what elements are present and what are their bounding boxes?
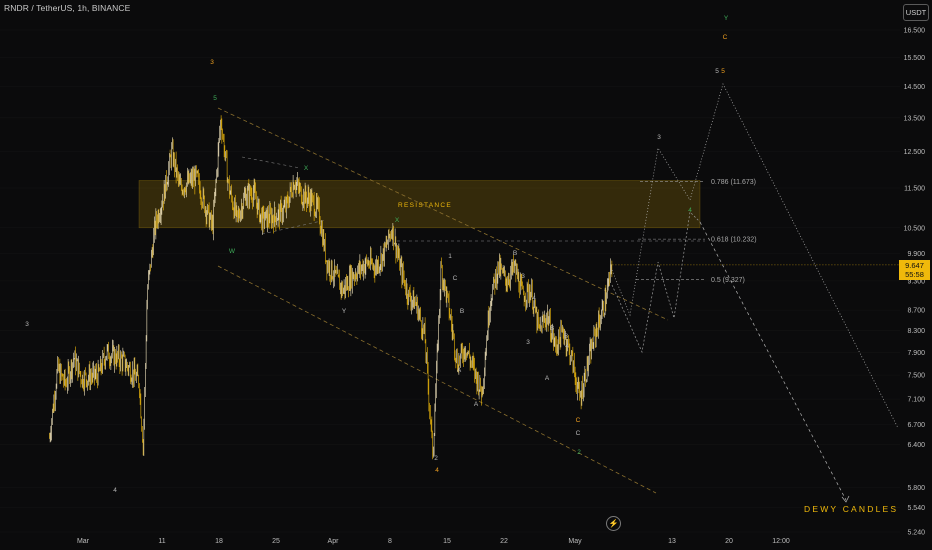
price-axis: 16.500 15.500 14.500 13.500 12.500 11.500 10.5… <box>904 28 926 537</box>
price-tick-label: 11.500 <box>904 185 925 192</box>
price-tick-label: 8.300 <box>907 328 925 335</box>
price-tick-label: 14.500 <box>904 84 926 91</box>
symbol-header: RNDR / TetherUS, 1h, BINANCE <box>4 3 131 13</box>
time-tick-label: 20 <box>725 538 733 545</box>
wave-label: 3 <box>25 321 29 328</box>
time-axis: Mar 11 18 25 Apr 8 15 22 May 13 20 12:00 <box>77 538 790 545</box>
wave-label: 4 <box>565 343 569 350</box>
projection-arrowhead <box>841 495 850 503</box>
wxy-connector-line <box>241 156 301 169</box>
price-tick-label: 9.900 <box>907 251 925 258</box>
chart-grid <box>0 29 900 533</box>
fib-levels: 0.786 (11.673) 0.618 (10.232) 0.5 (9.327) <box>636 179 757 284</box>
time-tick-label: 25 <box>272 538 280 545</box>
price-tick-label: 8.700 <box>907 308 925 315</box>
wave-label: C <box>453 275 458 282</box>
wave-label: W <box>229 248 236 255</box>
price-tick-label: 5.800 <box>907 485 925 492</box>
wave-label: 3 <box>521 273 525 280</box>
wave-label: B <box>550 325 554 332</box>
price-tick-label: 12.500 <box>904 149 926 156</box>
wave-label: 1 <box>448 253 452 260</box>
wave-label: A <box>474 401 479 408</box>
channel-lower-line <box>217 265 657 494</box>
wave-label: 5 <box>721 68 725 75</box>
fib-level-label: 0.786 (11.673) <box>711 179 756 186</box>
wave-label: 5 <box>715 68 719 75</box>
price-tick-label: 7.500 <box>907 373 925 380</box>
projection-path-impulse <box>611 83 899 429</box>
currency-button[interactable]: USDT <box>903 4 929 21</box>
time-tick-label: 12:00 <box>772 538 790 545</box>
wave-label: 4 <box>435 467 439 474</box>
time-tick-label: 15 <box>443 538 451 545</box>
wave-label: 4 <box>532 295 536 302</box>
price-tick-label: 7.100 <box>907 397 925 404</box>
wave-labels: 3 5 3 4 4 5 C Y X W X Y 1 B A 2 B 4 A C 3 B 3 A 4 C 2 3 4 C B 5 <box>25 15 729 494</box>
wave-label: 4 <box>113 487 117 494</box>
time-tick-label: 22 <box>500 538 508 545</box>
price-tick-label: 7.900 <box>907 350 925 357</box>
price-tick-label: 9.300 <box>907 278 925 285</box>
price-tick-label: 5.240 <box>907 530 925 537</box>
price-candles <box>49 115 900 460</box>
projection-path-correction <box>699 221 847 501</box>
wave-label: B <box>460 308 464 315</box>
channel-lines <box>217 107 705 494</box>
wave-label: C <box>576 417 581 424</box>
last-price: 9.647 <box>905 261 924 270</box>
watermark: DEWY CANDLES <box>804 504 898 514</box>
resistance-label: RESISTANCE <box>398 202 452 209</box>
time-tick-label: 8 <box>388 538 392 545</box>
wave-label: A <box>545 375 550 382</box>
time-tick-label: Mar <box>77 538 90 545</box>
fib-level-label: 0.5 (9.327) <box>711 277 745 284</box>
projection-paths <box>611 83 899 503</box>
price-tick-label: 6.400 <box>907 442 925 449</box>
time-tick-label: 11 <box>158 538 165 545</box>
price-tick-label: 5.540 <box>907 505 925 512</box>
wave-label: Y <box>724 15 729 22</box>
wave-label: 4 <box>688 207 692 214</box>
price-tick-label: 15.500 <box>904 55 926 62</box>
time-tick-label: 13 <box>668 538 676 545</box>
time-tick-label: Apr <box>328 538 340 545</box>
wxy-connector-line <box>261 219 327 235</box>
time-tick-label: 18 <box>215 538 223 545</box>
wave-label: X <box>395 217 400 224</box>
fib-level-label: 0.618 (10.232) <box>711 237 757 244</box>
wave-label: 3 <box>526 339 530 346</box>
price-tick-label: 16.500 <box>904 28 926 35</box>
projection-path-dotted <box>611 211 701 354</box>
wave-label: C <box>723 34 728 41</box>
price-tick-label: 10.500 <box>904 225 926 232</box>
wave-label: X <box>304 165 309 172</box>
wave-label: Y <box>342 308 347 315</box>
price-tick-label: 13.500 <box>904 115 926 122</box>
wave-label: 2 <box>434 455 438 462</box>
bar-countdown: 55:58 <box>905 270 924 279</box>
channel-upper-line <box>217 107 669 321</box>
wave-label: A <box>457 367 462 374</box>
price-tick-label: 6.700 <box>907 422 925 429</box>
time-tick-label: May <box>568 538 582 545</box>
wave-label: 3 <box>657 134 661 141</box>
wave-label: B <box>513 250 517 257</box>
lightning-icon[interactable]: ⚡ <box>606 516 621 531</box>
wave-label: 3 <box>210 59 214 66</box>
wave-label: C <box>576 430 581 437</box>
wave-label: 2 <box>577 449 581 456</box>
last-price-badge: 9.647 55:58 <box>899 260 930 280</box>
wave-label: 5 <box>213 95 217 102</box>
wave-label: B <box>564 333 568 340</box>
